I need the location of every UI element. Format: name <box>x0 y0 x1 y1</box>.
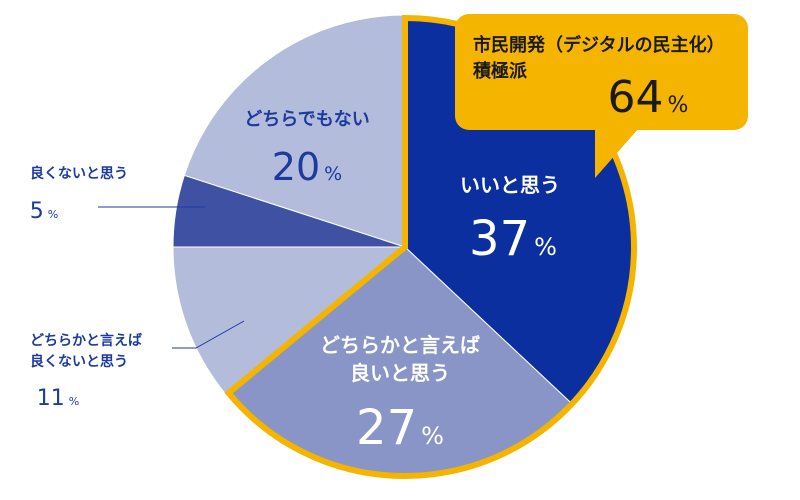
leader-line-slice-2 <box>172 320 245 349</box>
slice-value-1-unit: % <box>421 422 444 450</box>
callout-value-number: 64 <box>608 72 664 123</box>
callout-title-line-1: 市民開発（デジタルの民主化） <box>473 34 725 56</box>
slice-value-1-number: 27 <box>356 400 417 456</box>
slice-value-2-unit: % <box>69 395 79 408</box>
slice-value-2-number: 11 <box>37 386 65 411</box>
slice-value-4: 20% <box>272 145 342 189</box>
slice-value-2: 11% <box>37 386 79 411</box>
callout-box <box>455 14 748 178</box>
callout-value-unit: % <box>668 93 689 118</box>
slice-value-0: 37% <box>469 211 557 267</box>
callout-title-line-2: 積極派 <box>472 60 528 82</box>
slice-value-0-number: 37 <box>469 211 530 267</box>
pie-slice-2 <box>172 246 407 396</box>
slice-value-4-unit: % <box>324 163 342 185</box>
slice-value-3-unit: % <box>48 208 58 221</box>
slice-value-1: 27% <box>356 400 444 456</box>
slice-label-2-line-1: どちらかと言えば <box>30 332 142 349</box>
slice-value-0-unit: % <box>534 233 557 261</box>
callout-pointer <box>595 128 639 178</box>
slice-value-4-number: 20 <box>272 145 320 189</box>
slice-label-1-line-1: どちらかと言えば <box>320 333 480 357</box>
slice-label-3: 良くないと思う <box>30 165 128 182</box>
slice-value-3-number: 5 <box>30 199 44 224</box>
slice-label-1-line-2: 良いと思う <box>350 361 450 385</box>
pie-slice-4 <box>183 14 406 248</box>
slice-label-2-line-2: 良くないと思う <box>30 353 128 370</box>
slice-label-4: どちらでもない <box>244 109 369 130</box>
slice-label-0: いいと思う <box>460 173 560 197</box>
callout-background <box>455 14 748 130</box>
callout-value: 64% <box>608 72 689 123</box>
slice-value-3: 5% <box>30 199 58 224</box>
